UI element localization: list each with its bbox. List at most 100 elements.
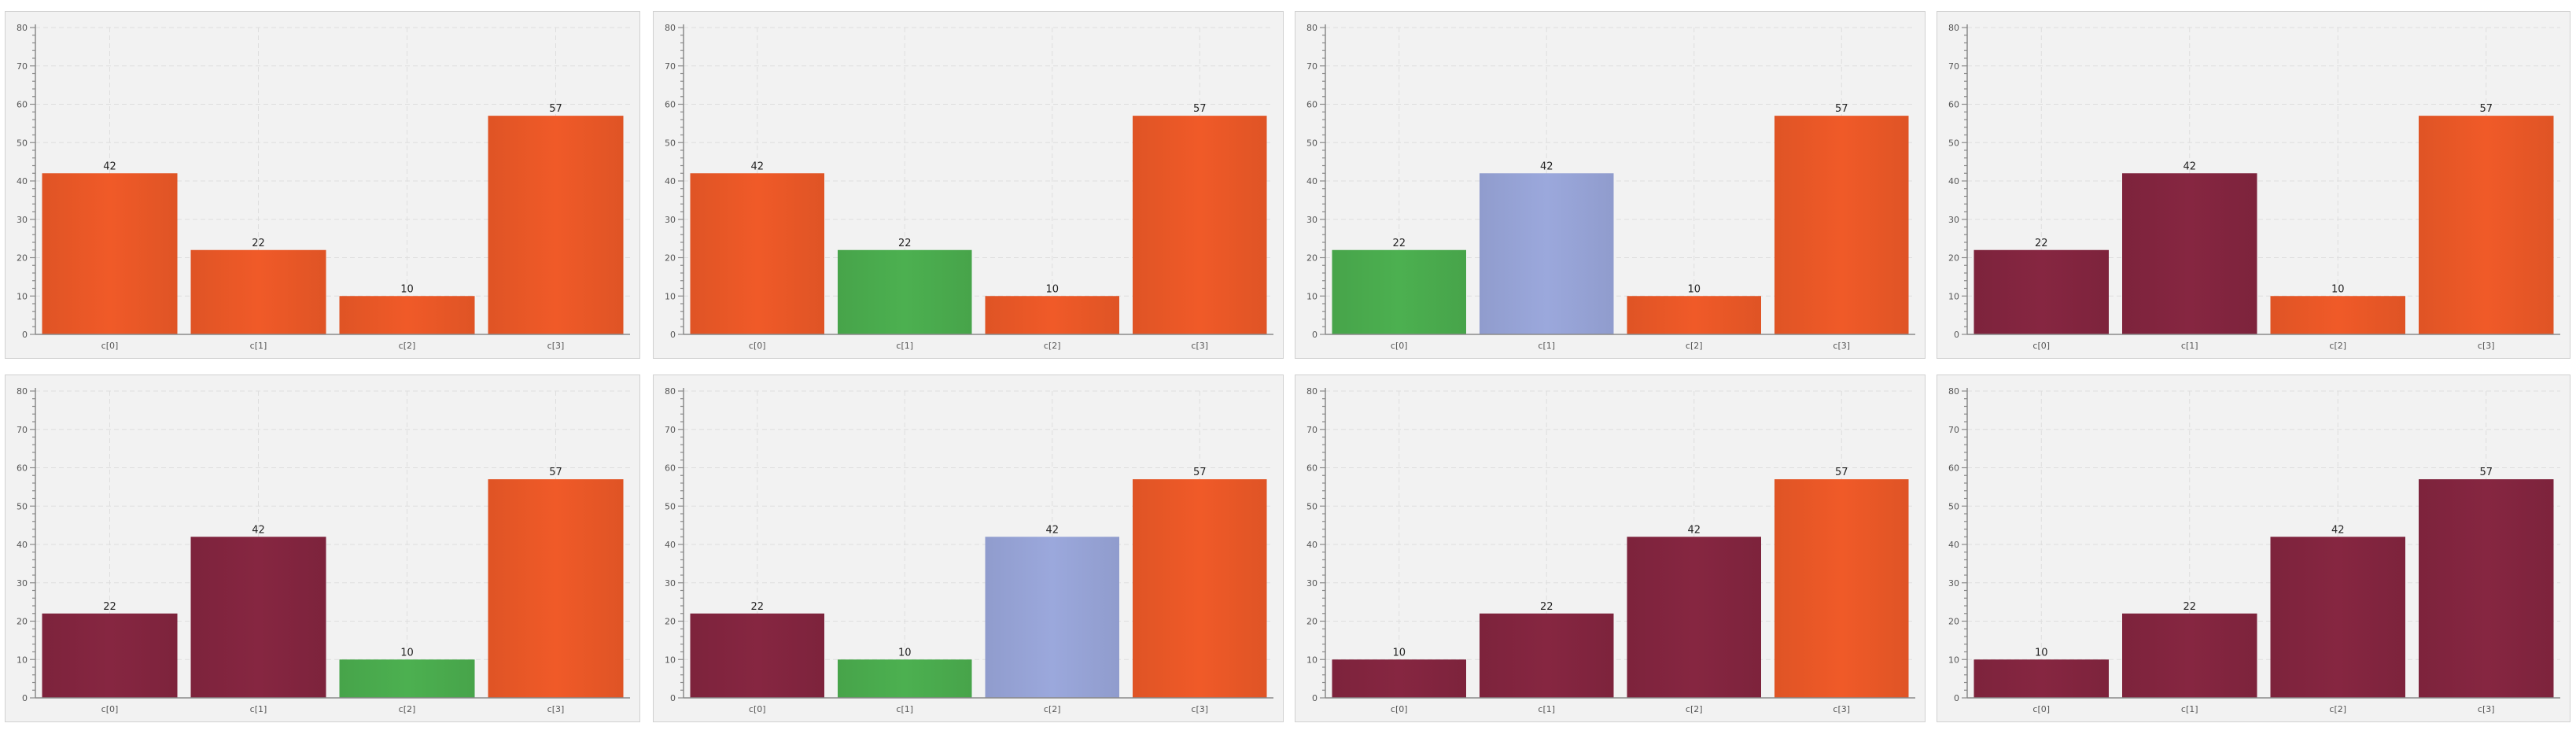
y-tick-label: 20	[665, 253, 676, 264]
x-tick-label: c[0]	[2032, 341, 2050, 351]
y-tick-label: 50	[665, 501, 676, 511]
bar	[2270, 296, 2405, 334]
chart-panel-2: 0 10 20 30 40 50 60 70 80 42 c[0] 22 c[1] 10 c[2] 57 c[3…	[653, 11, 1284, 359]
bar	[190, 537, 326, 698]
y-tick-label: 0	[1312, 330, 1317, 340]
y-tick-label: 40	[1306, 176, 1317, 186]
bar	[1332, 659, 1466, 698]
bar-chart: 0 10 20 30 40 50 60 70 80 10 c[0] 22 c[1] 42 c[2] 57 c[3…	[1948, 386, 2560, 714]
y-tick-label: 50	[17, 501, 28, 511]
x-tick-label: c[0]	[1391, 341, 1408, 351]
bar-value-label: 22	[1540, 601, 1553, 613]
bar-value-label: 10	[2035, 647, 2048, 659]
y-tick-label: 80	[1948, 23, 1959, 33]
bar-chart: 0 10 20 30 40 50 60 70 80 42 c[0] 22 c[1] 10 c[2] 57 c[3…	[665, 23, 1273, 351]
bar	[1973, 659, 2109, 698]
y-tick-label: 70	[1948, 61, 1959, 72]
bar-value-label: 57	[549, 467, 562, 478]
x-tick-label: c[2]	[399, 341, 416, 351]
chart-panel-6: 0 10 20 30 40 50 60 70 80 22 c[0] 10 c[1] 42 c[2] 57 c[3…	[653, 375, 1284, 722]
bar	[339, 659, 475, 698]
y-tick-label: 70	[1306, 61, 1317, 72]
bar-value-label: 10	[1045, 283, 1059, 295]
y-tick-label: 70	[17, 425, 28, 435]
y-tick-label: 20	[1306, 253, 1317, 264]
x-tick-label: c[1]	[896, 341, 913, 351]
bar	[2122, 173, 2257, 334]
bar	[488, 479, 624, 698]
y-tick-label: 20	[665, 617, 676, 627]
y-tick-label: 60	[665, 463, 676, 474]
y-tick-label: 80	[17, 386, 28, 397]
y-tick-label: 40	[1948, 540, 1959, 550]
bar-value-label: 42	[2331, 524, 2345, 536]
x-tick-label: c[2]	[1686, 704, 1703, 714]
bar	[985, 296, 1119, 334]
y-tick-label: 80	[1306, 386, 1317, 397]
bar	[1627, 537, 1761, 698]
y-tick-label: 40	[1948, 176, 1959, 186]
y-tick-label: 70	[17, 61, 28, 72]
bar	[2419, 479, 2554, 698]
y-tick-label: 10	[1948, 655, 1959, 665]
bar-value-label: 10	[400, 283, 414, 295]
y-tick-label: 70	[1948, 425, 1959, 435]
bar-chart: 0 10 20 30 40 50 60 70 80 22 c[0] 42 c[1] 10 c[2] 57 c[3…	[1306, 23, 1915, 351]
x-tick-label: c[0]	[101, 704, 119, 714]
x-tick-label: c[1]	[2181, 704, 2198, 714]
x-tick-label: c[3]	[547, 704, 565, 714]
x-tick-label: c[1]	[896, 704, 913, 714]
x-tick-label: c[1]	[2181, 341, 2198, 351]
y-tick-label: 60	[665, 100, 676, 110]
y-tick-label: 30	[1948, 215, 1959, 225]
y-tick-label: 40	[17, 540, 28, 550]
bar	[1774, 116, 1909, 334]
bar-value-label: 22	[252, 238, 265, 249]
bar	[2419, 116, 2554, 334]
bar-value-label: 57	[2479, 467, 2493, 478]
y-tick-label: 50	[17, 138, 28, 148]
y-tick-label: 0	[670, 693, 676, 703]
y-tick-label: 70	[665, 425, 676, 435]
bar-value-label: 10	[898, 647, 912, 659]
y-tick-label: 30	[1948, 578, 1959, 589]
y-tick-label: 60	[1948, 100, 1959, 110]
x-tick-label: c[0]	[101, 341, 119, 351]
bar	[1332, 249, 1466, 334]
x-tick-label: c[3]	[2478, 341, 2495, 351]
bar	[190, 249, 326, 334]
y-tick-label: 60	[17, 463, 28, 474]
bar	[1627, 296, 1761, 334]
x-tick-label: c[1]	[1538, 341, 1555, 351]
chart-panel-8: 0 10 20 30 40 50 60 70 80 10 c[0] 22 c[1] 42 c[2] 57 c[3…	[1937, 375, 2570, 722]
bar-value-label: 22	[2183, 601, 2196, 613]
chart-panel-1: 0 10 20 30 40 50 60 70 80 42 c[0] 22 c[1] 10 c[2] 57 c[3…	[5, 11, 640, 359]
y-tick-label: 40	[17, 176, 28, 186]
bar-value-label: 22	[103, 601, 116, 613]
bar	[1480, 173, 1614, 334]
y-tick-label: 50	[1306, 138, 1317, 148]
y-tick-label: 30	[17, 215, 28, 225]
y-tick-label: 20	[17, 253, 28, 264]
y-tick-label: 60	[1306, 100, 1317, 110]
y-tick-label: 30	[1306, 215, 1317, 225]
bar-value-label: 22	[1392, 238, 1406, 249]
y-tick-label: 10	[1948, 291, 1959, 301]
y-tick-label: 20	[1948, 253, 1959, 264]
bar	[2270, 537, 2405, 698]
bar-value-label: 57	[1835, 467, 1848, 478]
bar	[2122, 613, 2257, 698]
bar-value-label: 10	[400, 647, 414, 659]
y-tick-label: 50	[1948, 138, 1959, 148]
y-tick-label: 80	[1948, 386, 1959, 397]
x-tick-label: c[3]	[1191, 341, 1208, 351]
y-tick-label: 30	[665, 578, 676, 589]
bar	[488, 116, 624, 334]
bar-chart: 0 10 20 30 40 50 60 70 80 10 c[0] 22 c[1] 42 c[2] 57 c[3…	[1306, 386, 1915, 714]
bar-value-label: 57	[1835, 103, 1848, 115]
y-tick-label: 80	[665, 23, 676, 33]
y-tick-label: 50	[1306, 501, 1317, 511]
bar-value-label: 10	[1392, 647, 1406, 659]
x-tick-label: c[3]	[1191, 704, 1208, 714]
y-tick-label: 10	[665, 291, 676, 301]
